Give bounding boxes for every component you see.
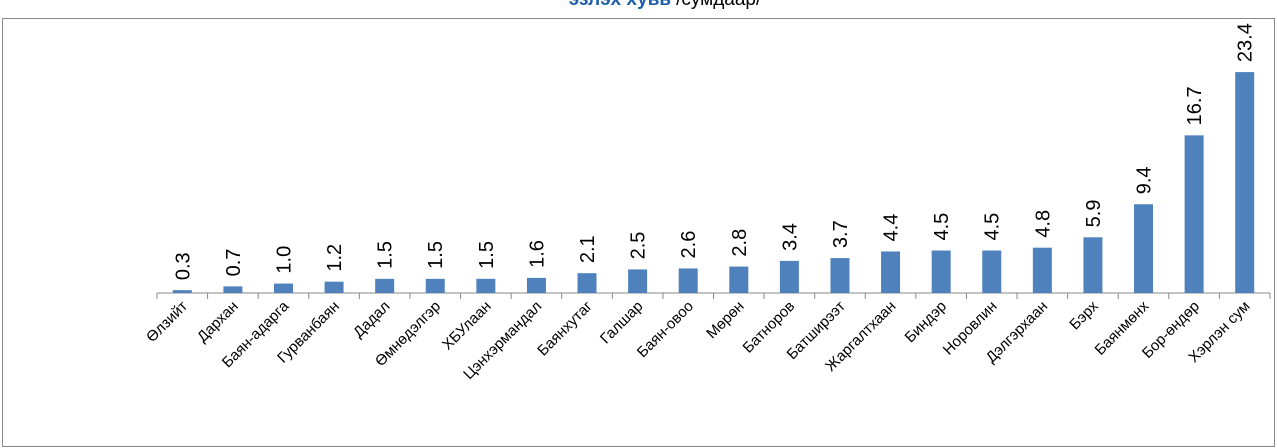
data-label: 4.8 — [1032, 210, 1054, 238]
bar — [577, 273, 597, 293]
data-label: 23.4 — [1235, 23, 1257, 62]
data-label: 5.9 — [1083, 199, 1105, 227]
bar — [375, 278, 395, 293]
data-label: 1.5 — [425, 241, 447, 269]
bar — [779, 260, 799, 293]
bar — [526, 277, 546, 293]
data-label: 1.5 — [375, 241, 397, 269]
data-label: 3.7 — [830, 220, 852, 248]
data-label: 0.3 — [172, 252, 194, 280]
bar — [273, 283, 293, 293]
data-label: 1.6 — [526, 240, 548, 268]
bar — [476, 278, 496, 293]
data-label: 1.0 — [273, 246, 295, 274]
bar — [628, 269, 648, 293]
bar — [223, 286, 243, 293]
bar — [1184, 135, 1204, 293]
data-label: 1.2 — [324, 244, 346, 272]
chart-border — [2, 18, 1275, 447]
bar — [931, 250, 951, 293]
bar — [729, 266, 749, 293]
data-label: 4.4 — [881, 214, 903, 242]
title-main: эзлэх хувь — [569, 0, 671, 10]
bar — [1134, 204, 1154, 293]
data-label: 1.5 — [476, 241, 498, 269]
bar — [1083, 237, 1103, 293]
data-label: 2.6 — [678, 231, 700, 259]
data-label: 16.7 — [1184, 86, 1206, 125]
bar — [830, 258, 850, 293]
data-label: 4.5 — [931, 213, 953, 241]
data-label: 2.8 — [729, 229, 751, 257]
chart-title: эзлэх хувь/сумдаар/ — [569, 0, 762, 10]
bar — [678, 268, 698, 293]
data-label: 2.1 — [577, 235, 599, 263]
bar — [172, 290, 192, 293]
bar — [881, 251, 901, 293]
bar — [1032, 247, 1052, 293]
data-label: 9.4 — [1134, 166, 1156, 194]
data-label: 4.5 — [982, 213, 1004, 241]
bar — [425, 278, 445, 293]
data-label: 0.7 — [223, 249, 245, 277]
data-label: 2.5 — [628, 232, 650, 260]
bar — [324, 281, 344, 293]
title-sub: /сумдаар/ — [676, 0, 762, 10]
data-label: 3.4 — [779, 223, 801, 251]
bar — [982, 250, 1002, 293]
bar — [1235, 72, 1255, 293]
